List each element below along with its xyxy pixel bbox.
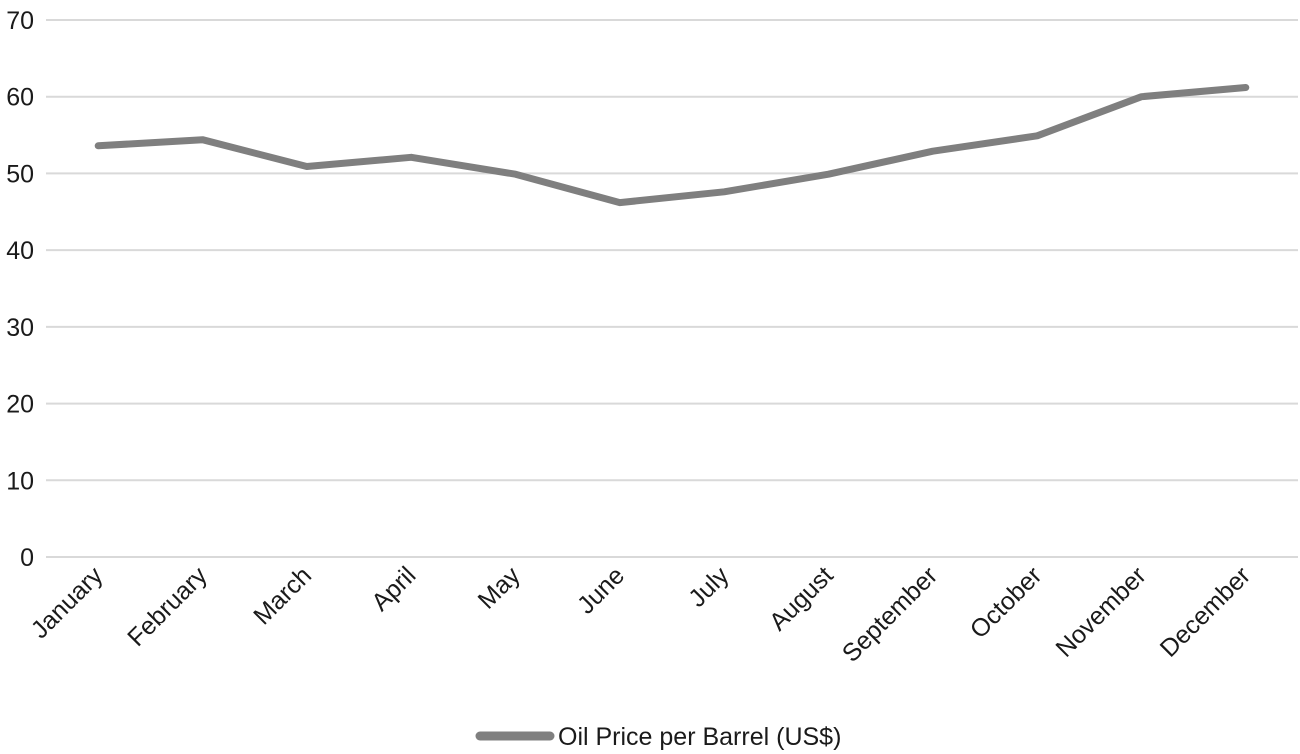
y-tick-label: 70 <box>6 7 34 35</box>
x-tick-label-june: June <box>572 561 630 619</box>
x-tick-label-march: March <box>248 561 317 630</box>
x-tick-label-august: August <box>764 561 839 636</box>
x-tick-label-february: February <box>122 561 213 652</box>
y-axis-ticks: 0 10 20 30 40 50 60 70 <box>6 7 34 572</box>
x-tick-label-may: May <box>473 561 527 615</box>
x-tick-label-april: April <box>366 561 421 616</box>
x-tick-label-july: July <box>683 561 735 613</box>
x-tick-label-january: January <box>26 561 109 644</box>
y-tick-label: 20 <box>6 391 34 419</box>
y-tick-label: 50 <box>6 160 34 188</box>
x-tick-label-december: December <box>1155 561 1256 662</box>
series-line-oil-price <box>94 84 1250 207</box>
gridlines <box>46 19 1298 558</box>
series-layer <box>94 84 1250 207</box>
x-axis-ticks: January February March April May June July Augu… <box>26 561 1256 668</box>
x-tick-label-october: October <box>965 561 1048 644</box>
legend-label: Oil Price per Barrel (US$) <box>558 723 841 751</box>
legend: Oil Price per Barrel (US$) <box>475 723 841 751</box>
y-tick-label: 0 <box>20 544 34 572</box>
y-tick-label: 40 <box>6 237 34 265</box>
y-tick-label: 30 <box>6 314 34 342</box>
y-tick-label: 60 <box>6 84 34 112</box>
x-tick-label-november: November <box>1050 561 1151 662</box>
y-tick-label: 10 <box>6 467 34 495</box>
x-tick-label-september: September <box>837 561 943 667</box>
